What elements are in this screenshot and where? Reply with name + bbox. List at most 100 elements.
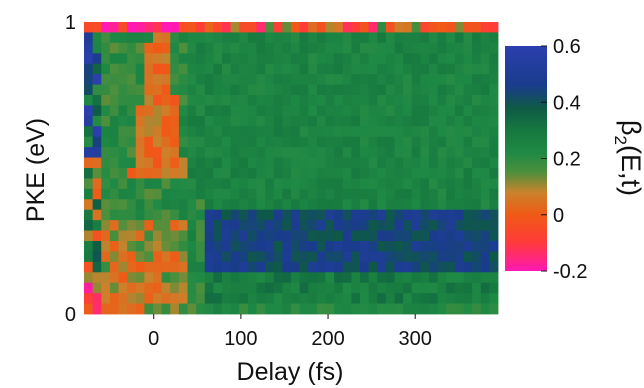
heatmap-cell xyxy=(109,126,119,138)
heatmap-cell xyxy=(454,241,464,252)
heatmap-cell xyxy=(265,32,275,44)
heatmap-cell xyxy=(334,209,344,221)
heatmap-cell xyxy=(411,199,421,211)
heatmap-cell xyxy=(394,147,404,158)
heatmap-cell xyxy=(480,251,490,263)
heatmap-cell xyxy=(385,282,395,294)
heatmap-cell xyxy=(463,199,473,211)
heatmap-cell xyxy=(403,95,413,106)
heatmap-cell xyxy=(178,147,188,158)
heatmap-cell xyxy=(463,42,473,54)
heatmap-cell xyxy=(213,220,223,231)
heatmap-cell xyxy=(84,126,94,138)
heatmap-cell xyxy=(411,115,421,127)
heatmap-cell xyxy=(316,178,326,190)
heatmap-cell xyxy=(368,147,378,158)
heatmap-cell xyxy=(178,63,188,75)
heatmap-cell xyxy=(299,84,309,96)
heatmap-cell xyxy=(178,241,188,252)
heatmap-cell xyxy=(342,126,352,138)
heatmap-cell xyxy=(161,261,171,273)
heatmap-cell xyxy=(342,230,352,242)
heatmap-cell xyxy=(144,282,154,294)
heatmap-cell xyxy=(256,115,266,127)
heatmap-cell xyxy=(127,199,137,211)
heatmap-cell xyxy=(308,63,318,75)
heatmap-cell xyxy=(178,22,188,33)
heatmap-cell xyxy=(153,199,163,211)
heatmap-cell xyxy=(308,303,318,315)
heatmap-cell xyxy=(420,220,430,231)
heatmap-cell xyxy=(161,136,171,148)
heatmap-cell xyxy=(463,272,473,284)
heatmap-cell xyxy=(394,303,404,315)
heatmap-cell xyxy=(480,220,490,231)
heatmap-cell xyxy=(178,293,188,304)
heatmap-cell xyxy=(351,53,361,65)
heatmap-cell xyxy=(454,178,464,190)
heatmap-cell xyxy=(437,115,447,127)
heatmap-cell xyxy=(273,293,283,304)
heatmap-cell xyxy=(187,84,197,96)
heatmap-cell xyxy=(429,32,439,44)
heatmap-cell xyxy=(213,53,223,65)
heatmap-cell xyxy=(377,209,387,221)
heatmap-cell xyxy=(446,126,456,138)
heatmap-cell xyxy=(118,136,128,148)
heatmap-cell xyxy=(222,199,232,211)
heatmap-cell xyxy=(282,115,292,127)
heatmap-cell xyxy=(377,293,387,304)
heatmap-cell xyxy=(299,32,309,44)
heatmap-cell xyxy=(239,157,249,169)
heatmap-cell xyxy=(161,115,171,127)
heatmap-cell xyxy=(144,115,154,127)
heatmap-cell xyxy=(230,22,240,33)
heatmap-cell xyxy=(489,115,499,127)
heatmap-cell xyxy=(403,147,413,158)
heatmap-cell xyxy=(178,303,188,315)
heatmap-cell xyxy=(196,178,206,190)
heatmap-cell xyxy=(342,261,352,273)
heatmap-cell xyxy=(334,282,344,294)
heatmap-cell xyxy=(153,282,163,294)
heatmap-cell xyxy=(256,105,266,117)
heatmap-cell xyxy=(84,42,94,54)
heatmap-cell xyxy=(282,272,292,284)
heatmap-cell xyxy=(135,220,145,231)
heatmap-cell xyxy=(161,53,171,65)
heatmap-cell xyxy=(187,220,197,231)
heatmap-cell xyxy=(368,32,378,44)
heatmap-cell xyxy=(196,209,206,221)
heatmap-cell xyxy=(316,63,326,75)
heatmap-cell xyxy=(299,147,309,158)
heatmap-cell xyxy=(230,126,240,138)
heatmap-cell xyxy=(429,261,439,273)
heatmap-cell xyxy=(153,209,163,221)
heatmap-cell xyxy=(256,63,266,75)
heatmap-cell xyxy=(351,272,361,284)
heatmap-cell xyxy=(222,136,232,148)
heatmap-cell xyxy=(394,282,404,294)
heatmap-cell xyxy=(144,157,154,169)
heatmap-cell xyxy=(144,209,154,221)
heatmap-cell xyxy=(342,251,352,263)
heatmap-cell xyxy=(213,282,223,294)
heatmap-cell xyxy=(403,188,413,200)
heatmap-cell xyxy=(161,105,171,117)
heatmap-cell xyxy=(351,251,361,263)
heatmap-cell xyxy=(360,293,370,304)
heatmap-cell xyxy=(420,22,430,33)
heatmap-cell xyxy=(394,209,404,221)
heatmap-cell xyxy=(204,251,214,263)
heatmap-cell xyxy=(109,272,119,284)
y-axis-ticks: 01 xyxy=(65,12,76,326)
heatmap-cell xyxy=(170,32,180,44)
heatmap-cell xyxy=(135,95,145,106)
heatmap-cell xyxy=(178,136,188,148)
heatmap-cell xyxy=(127,168,137,179)
heatmap-cell xyxy=(187,147,197,158)
heatmap-cell xyxy=(230,251,240,263)
heatmap-cell xyxy=(101,32,111,44)
heatmap-cell xyxy=(316,22,326,33)
heatmap-cell xyxy=(454,95,464,106)
